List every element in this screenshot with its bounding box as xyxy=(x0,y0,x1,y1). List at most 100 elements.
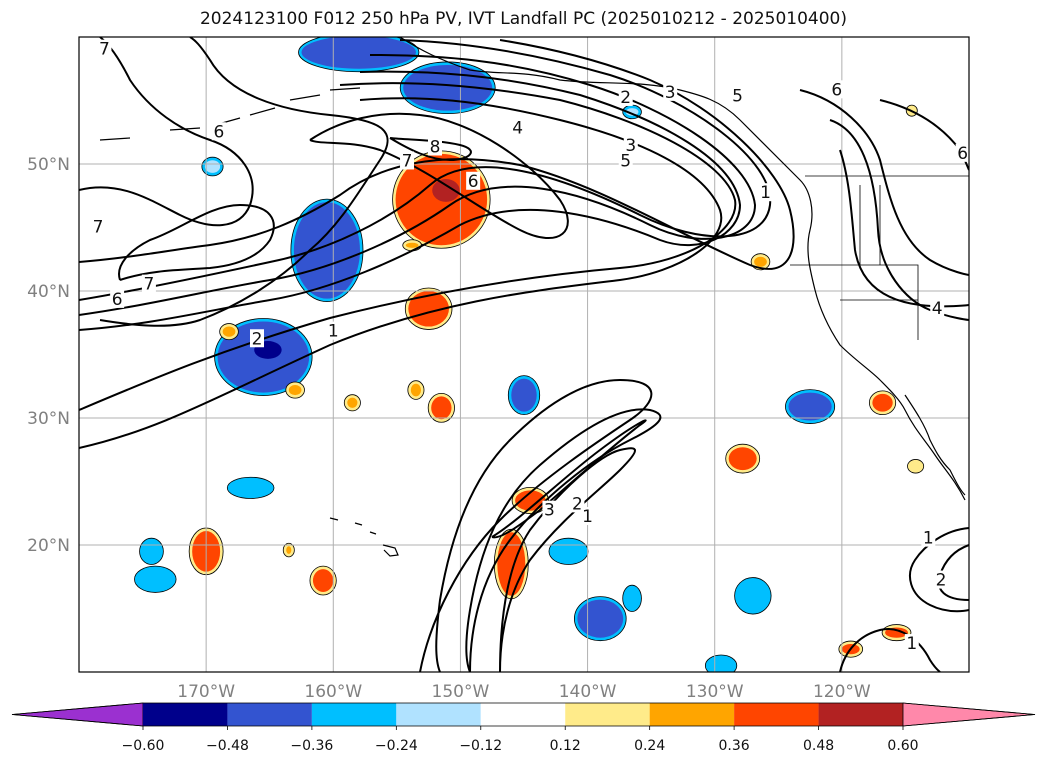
contour-label-bg xyxy=(250,329,264,348)
pv-anomaly xyxy=(219,323,239,341)
pv-anomaly-core xyxy=(511,378,537,412)
longitude-label: 160°W xyxy=(304,682,362,702)
map-title: 2024123100 F012 250 hPa PV, IVT Landfall… xyxy=(199,9,847,29)
pv-anomaly-core xyxy=(286,546,292,554)
contour-label: 3 xyxy=(623,136,638,156)
contour-label: 2 xyxy=(618,87,633,108)
pv-anomaly xyxy=(290,198,364,303)
colorbar-segment xyxy=(480,703,566,726)
contour-label-bg xyxy=(110,289,125,308)
pv-anomaly xyxy=(407,380,425,400)
contour-label-bg xyxy=(466,171,481,190)
pv-anomaly xyxy=(201,156,224,177)
colorbar-tick-label: 0.12 xyxy=(550,738,581,754)
contour-label-bg xyxy=(510,118,525,137)
pv-anomaly xyxy=(750,253,771,271)
contour-label-text: 5 xyxy=(732,87,743,107)
colorbar-tick-label: 0.48 xyxy=(803,738,834,754)
pv-anomaly xyxy=(285,381,305,399)
contour-label: 1 xyxy=(326,321,341,342)
contour-label-bg xyxy=(921,528,936,547)
contour-label: 1 xyxy=(921,528,936,549)
pv-anomaly xyxy=(282,542,295,558)
colorbar-segment xyxy=(227,703,312,726)
contour-label-bg xyxy=(618,151,633,170)
contour-label-text: 6 xyxy=(213,122,224,142)
contour-line xyxy=(79,70,742,331)
pv-anomaly-core xyxy=(737,580,769,612)
latitude-label: 20°N xyxy=(27,536,70,556)
pv-anomaly xyxy=(868,390,897,416)
pv-anomaly xyxy=(427,393,455,423)
contour-label-text: 2 xyxy=(936,571,947,591)
colorbar-tick-label: −0.60 xyxy=(122,738,165,754)
contour-label: 5 xyxy=(730,86,745,107)
contour-label: 7 xyxy=(97,39,112,60)
contour-label-bg xyxy=(730,86,745,105)
longitude-label: 150°W xyxy=(432,682,490,702)
contour-label-text: 5 xyxy=(620,151,631,171)
colorbar-extend-high xyxy=(902,702,1036,727)
pv-anomaly-core xyxy=(788,392,832,421)
colorbar-segments xyxy=(11,702,1036,727)
pv-anomaly-core xyxy=(204,160,221,173)
pv-anomaly xyxy=(622,584,642,612)
ivt-contours xyxy=(79,37,969,672)
contour-line xyxy=(79,82,737,411)
colorbar-tick-labels: −0.60 −0.48 −0.36 −0.24 −0.12 0.12 0.24 0.36 0.4… xyxy=(122,726,919,754)
longitude-label: 120°W xyxy=(813,682,871,702)
pv-anomaly-core xyxy=(312,569,334,592)
contour-label-text: 3 xyxy=(625,136,636,156)
colorbar-extend-low xyxy=(11,702,144,727)
contour-line xyxy=(79,97,723,449)
coastlines xyxy=(99,37,966,557)
pv-anomaly-core xyxy=(288,384,302,396)
pv-anomaly-core xyxy=(230,480,271,496)
alaska-coast xyxy=(399,37,966,501)
contour-label-text: 3 xyxy=(665,83,676,103)
map-frame xyxy=(78,36,970,673)
colorbar-tick-label: 0.36 xyxy=(719,738,750,754)
contour-label-text: 1 xyxy=(328,322,339,342)
contour-label-bg xyxy=(623,136,638,155)
contour-label: 6 xyxy=(829,80,844,100)
pv-anomaly-core xyxy=(515,490,546,511)
pv-anomaly-core xyxy=(293,202,360,299)
colorbar-tick-label: 0.60 xyxy=(887,738,918,754)
pv-anomaly-core xyxy=(222,326,236,337)
contour-line xyxy=(99,37,389,327)
contour-label: 4 xyxy=(930,298,945,319)
pv-anomaly-core xyxy=(347,397,358,408)
contour-label: 6 xyxy=(110,289,125,310)
contour-label: 1 xyxy=(758,183,773,203)
pv-anomaly-core xyxy=(625,108,639,116)
contour-label-text: 6 xyxy=(112,290,123,310)
pv-anomaly xyxy=(734,577,772,615)
pv-anomaly xyxy=(907,459,925,474)
contour-label: 2 xyxy=(934,570,949,591)
pv-anomaly xyxy=(298,37,420,73)
baja-california xyxy=(904,394,966,496)
contour-label-text: 4 xyxy=(932,299,943,319)
latitude-labels: 50°N 40°N 30°N 20°N xyxy=(27,155,70,556)
contour-label-bg xyxy=(428,137,442,156)
contour-line xyxy=(389,137,472,162)
latitude-label: 50°N xyxy=(27,155,70,175)
pv-anomaly-core xyxy=(410,383,422,397)
pv-anomaly-core xyxy=(301,37,416,69)
pv-anomaly-core xyxy=(142,541,161,562)
contour-label: 1 xyxy=(580,507,595,527)
longitude-label: 140°W xyxy=(559,682,617,702)
contour-label: 4 xyxy=(510,118,525,138)
contour-line xyxy=(79,39,772,301)
contour-line xyxy=(419,378,653,672)
contour-label-bg xyxy=(934,570,949,589)
pv-anomaly-core xyxy=(551,541,586,562)
pv-anomaly xyxy=(309,565,337,596)
pv-anomaly-core xyxy=(754,256,767,267)
pv-anomaly xyxy=(343,394,361,412)
contour-label-bg xyxy=(618,87,633,106)
longitude-label: 130°W xyxy=(686,682,744,702)
pv-anomaly-core xyxy=(910,462,921,471)
